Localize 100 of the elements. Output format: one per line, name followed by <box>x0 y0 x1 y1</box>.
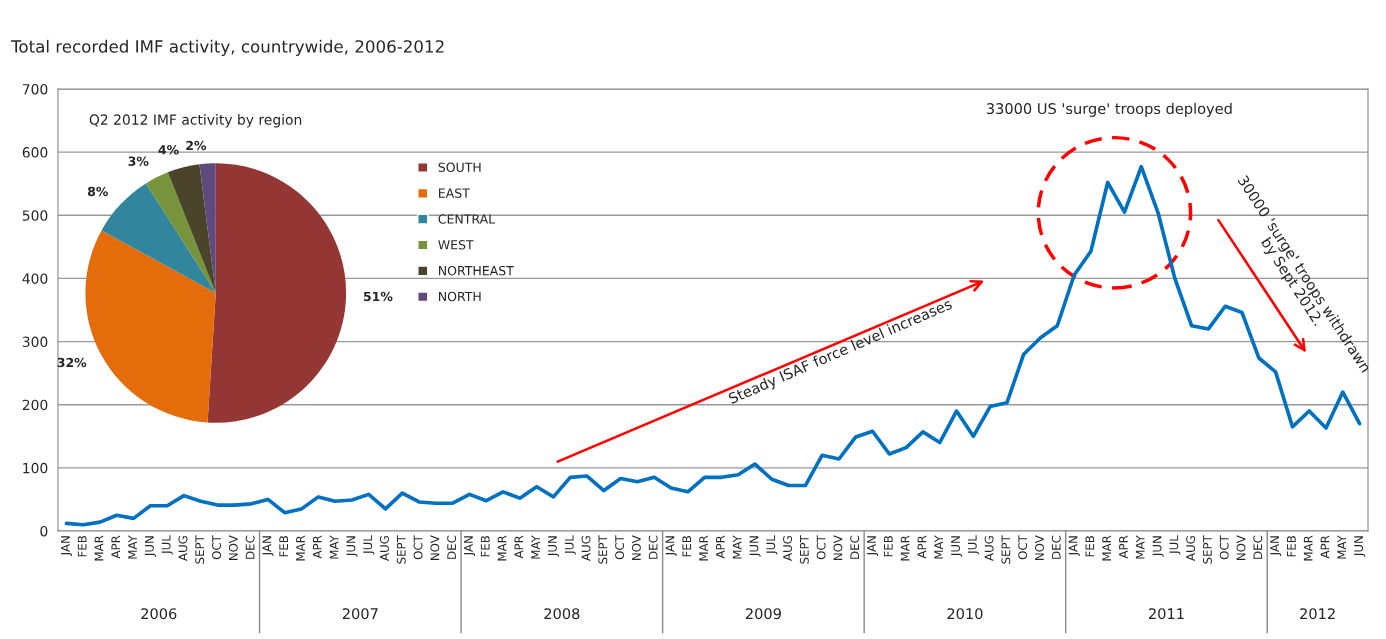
pie-slice <box>145 172 216 293</box>
text: 2007 <box>342 608 378 620</box>
x-tick-label: OCT <box>615 535 625 560</box>
legend-label: NORTHEAST <box>439 265 514 276</box>
x-tick-label: JAN <box>1270 536 1282 556</box>
chart-title: Total recorded IMF activity, countrywide, 2006-2012 <box>11 39 444 56</box>
data-label: 8% <box>87 186 108 197</box>
x-tick-label: JUL <box>1169 535 1181 555</box>
x-tick-label: JUL <box>967 535 979 555</box>
x-tick-label: NOV <box>430 535 440 560</box>
data-label: 4% <box>158 145 179 155</box>
x-tick-label: SEPT <box>195 535 205 564</box>
data-label: 2% <box>186 140 207 151</box>
x-tick-label: JUN <box>548 536 560 557</box>
pie-slice <box>207 163 347 423</box>
x-tick-label: APR <box>111 535 121 559</box>
x-tick-label: JAN <box>867 536 879 556</box>
x-tick-label: FEB <box>480 536 490 557</box>
annotation: 33000 US 'surge' troops deployed <box>986 102 1232 117</box>
x-tick-label: MAR <box>296 535 305 561</box>
x-tick-label: JUL <box>766 535 778 555</box>
y-tick-label: 400 <box>22 273 48 284</box>
x-tick-label: APR <box>1119 535 1128 559</box>
x-tick-label: SEPT <box>396 535 406 564</box>
x-tick-label: JAN <box>464 536 476 556</box>
x-tick-label: OCT <box>413 535 423 560</box>
text: 2010 <box>947 608 983 620</box>
x-tick-label: MAY <box>329 535 339 559</box>
data-label: 3% <box>128 156 149 166</box>
pie-slice <box>199 163 216 293</box>
x-tick-label: APR <box>312 535 322 559</box>
x-tick-label: JAN <box>262 536 274 556</box>
y-tick-label: 700 <box>22 83 48 95</box>
chart-title: Q2 2012 IMF activity by region <box>89 114 302 128</box>
x-tick-label: FEB <box>77 536 87 557</box>
x-tick-label: JUL <box>363 535 375 555</box>
data-label: 32% <box>57 357 87 368</box>
x-tick-label: DEC <box>648 535 658 559</box>
x-tick-label: DEC <box>1051 535 1061 559</box>
x-tick-label: MAR <box>699 535 708 561</box>
legend-label: NORTH <box>439 291 481 302</box>
x-tick-label: NOV <box>631 535 641 560</box>
x-tick-label: NOV <box>228 535 238 560</box>
pie-slice <box>85 230 216 423</box>
legend-label: WEST <box>438 240 474 250</box>
x-tick-label: MAR <box>94 535 104 561</box>
x-tick-label: JUN <box>1354 536 1366 557</box>
x-tick-label: JUN <box>1152 536 1164 557</box>
x-tick-label: AUG <box>783 536 792 561</box>
x-tick-label: MAY <box>128 535 137 559</box>
x-tick-label: JAN <box>1068 536 1080 556</box>
pie-slice <box>167 164 216 293</box>
y-tick-label: 200 <box>22 399 48 411</box>
y-tick-label: 0 <box>40 525 48 537</box>
legend-label: CENTRAL <box>438 214 496 224</box>
text: 2012 <box>1300 608 1335 620</box>
x-tick-label: AUG <box>581 536 591 561</box>
x-tick-label: MAY <box>934 535 943 559</box>
x-tick-label: FEB <box>884 536 893 557</box>
x-tick-label: FEB <box>682 536 692 557</box>
x-tick-label: APR <box>716 535 725 559</box>
x-tick-label: AUG <box>380 536 389 561</box>
legend-label: EAST <box>439 188 470 198</box>
x-tick-label: DEC <box>1253 535 1263 559</box>
y-tick-label: 300 <box>22 336 48 348</box>
x-tick-label: JUN <box>346 536 358 557</box>
x-tick-label: AUG <box>178 536 188 561</box>
y-tick-label: 100 <box>23 462 48 474</box>
x-tick-label: FEB <box>1085 536 1095 557</box>
x-tick-label: NOV <box>833 535 843 560</box>
x-tick-label: FEB <box>1287 536 1296 557</box>
data-label: 51% <box>363 291 393 302</box>
y-tick-label: 600 <box>22 147 48 158</box>
x-tick-label: AUG <box>984 536 994 561</box>
x-tick-label: NOV <box>1035 535 1044 560</box>
x-tick-label: MAY <box>1135 535 1145 559</box>
x-tick-label: OCT <box>816 535 826 560</box>
text: 2006 <box>141 608 177 620</box>
x-tick-label: APR <box>1320 535 1330 559</box>
x-tick-label: MAR <box>497 535 507 561</box>
x-tick-label: OCT <box>1018 535 1028 560</box>
x-tick-label: JAN <box>61 536 73 556</box>
legend-label: SOUTH <box>438 162 481 173</box>
x-tick-label: JAN <box>665 536 677 556</box>
x-tick-label: JUN <box>145 536 156 557</box>
x-tick-label: MAY <box>1337 535 1347 559</box>
x-tick-label: NOV <box>1236 535 1246 560</box>
x-tick-label: MAY <box>531 535 540 559</box>
y-tick-label: 500 <box>22 210 48 221</box>
x-tick-label: SEPT <box>799 535 809 564</box>
x-tick-label: SEPT <box>1001 535 1011 564</box>
x-tick-label: MAR <box>900 535 910 561</box>
x-tick-label: AUG <box>1186 536 1196 561</box>
x-tick-label: SEPT <box>598 535 608 564</box>
x-tick-label: OCT <box>212 535 221 560</box>
x-tick-label: MAY <box>732 535 742 559</box>
x-tick-label: APR <box>514 535 524 559</box>
x-tick-label: JUN <box>749 536 761 557</box>
text: 2008 <box>544 608 580 620</box>
x-tick-label: APR <box>917 535 927 559</box>
